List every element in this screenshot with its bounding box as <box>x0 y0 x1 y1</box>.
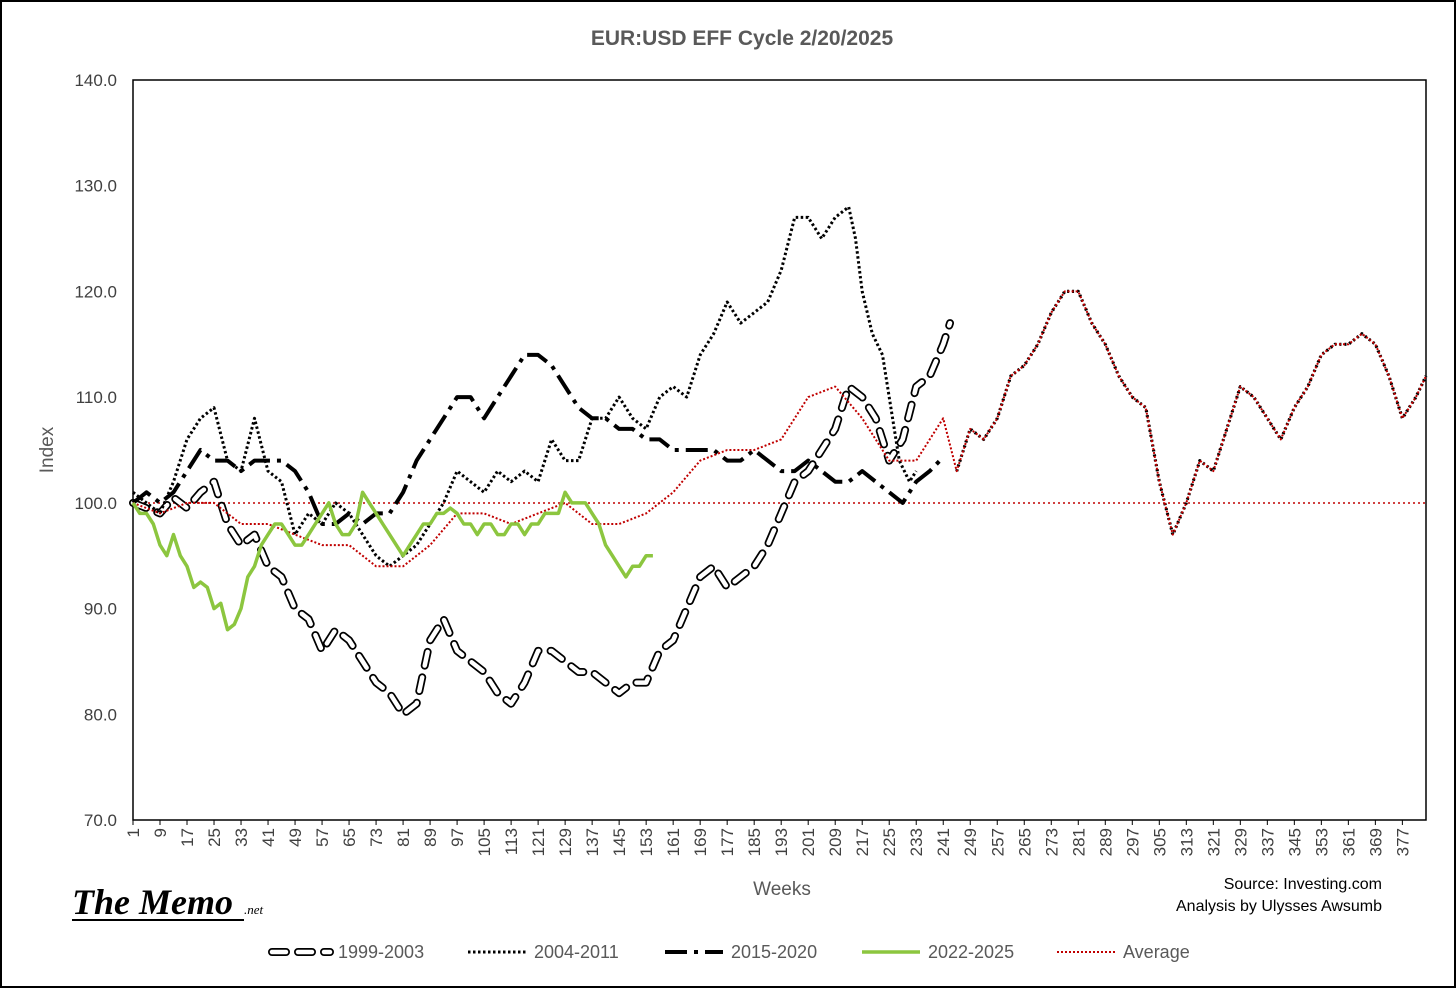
series-line-2022-2025 <box>131 490 653 632</box>
x-tick-label: 73 <box>367 828 386 847</box>
y-tick-label: 110.0 <box>76 388 117 407</box>
plot-area <box>132 79 1427 821</box>
x-tick-label: 185 <box>745 828 764 856</box>
x-tick-label: 105 <box>475 828 494 856</box>
x-tick-label: 361 <box>1339 828 1358 856</box>
x-tick-label: 297 <box>1123 828 1142 856</box>
x-tick-label: 249 <box>961 828 980 856</box>
x-tick-label: 281 <box>1069 828 1088 856</box>
x-tick-label: 257 <box>988 828 1007 856</box>
x-tick-label: 345 <box>1285 828 1304 856</box>
y-axis-ticks: 70.0 80.0 90.0 100.0 110.0 120.0 130.0 140.0 <box>74 71 117 830</box>
legend-label-2022-2025: 2022-2025 <box>928 942 1014 962</box>
chart-title: EUR:USD EFF Cycle 2/20/2025 <box>591 27 894 50</box>
legend-label-average: Average <box>1123 942 1190 962</box>
x-tick-label: 369 <box>1366 828 1385 856</box>
logo-suffix-text: .net <box>244 902 264 917</box>
series-line-2004-2011 <box>132 205 918 568</box>
x-tick-label: 137 <box>583 828 602 856</box>
y-tick-label: 130.0 <box>74 177 117 196</box>
x-tick-label: 49 <box>286 828 305 847</box>
x-tick-label: 89 <box>421 828 440 847</box>
y-axis-label: Index <box>37 426 58 473</box>
x-tick-label: 161 <box>664 828 683 856</box>
x-tick-label: 233 <box>907 828 926 856</box>
x-tick-label: 33 <box>232 828 251 847</box>
y-tick-label: 80.0 <box>84 705 117 724</box>
x-tick-label: 265 <box>1015 828 1034 856</box>
legend-label-1999-2003: 1999-2003 <box>338 942 424 962</box>
x-tick-label: 1 <box>124 828 143 837</box>
x-tick-label: 353 <box>1312 828 1331 856</box>
x-tick-label: 169 <box>691 828 710 856</box>
y-tick-label: 120.0 <box>74 282 117 301</box>
series-line-average <box>132 290 1427 568</box>
legend-label-2015-2020: 2015-2020 <box>731 942 817 962</box>
x-tick-label: 177 <box>718 828 737 856</box>
y-tick-label: 70.0 <box>84 811 117 830</box>
analysis-note: Analysis by Ulysses Awsumb <box>1176 898 1382 915</box>
x-tick-label: 321 <box>1204 828 1223 856</box>
x-tick-label: 9 <box>151 828 170 837</box>
x-tick-label: 193 <box>772 828 791 856</box>
x-tick-label: 25 <box>205 828 224 847</box>
x-tick-label: 377 <box>1393 828 1412 856</box>
x-tick-label: 289 <box>1096 828 1115 856</box>
y-tick-label: 140.0 <box>74 71 117 90</box>
x-tick-label: 273 <box>1042 828 1061 856</box>
logo: The Memo .net <box>72 882 264 922</box>
x-tick-label: 17 <box>178 828 197 847</box>
x-tick-label: 217 <box>853 828 872 856</box>
x-tick-label: 57 <box>313 828 332 847</box>
x-tick-label: 153 <box>637 828 656 856</box>
x-tick-label: 329 <box>1231 828 1250 856</box>
series-line-2015-2020 <box>131 352 942 526</box>
x-tick-label: 201 <box>799 828 818 856</box>
x-tick-label: 313 <box>1177 828 1196 856</box>
x-axis-label: Weeks <box>753 879 811 900</box>
series-layer <box>129 205 1428 719</box>
x-tick-label: 241 <box>934 828 953 856</box>
x-tick-label: 337 <box>1258 828 1277 856</box>
x-axis-ticks: 1 9 17 25 33 41 49 57 65 73 81 89 97 105 113 121 129 137 1… <box>124 820 1412 856</box>
x-tick-label: 41 <box>259 828 278 847</box>
x-tick-label: 129 <box>556 828 575 856</box>
y-tick-label: 100.0 <box>74 494 117 513</box>
source-note: Source: Investing.com <box>1224 876 1382 893</box>
x-tick-label: 225 <box>880 828 899 856</box>
x-tick-label: 209 <box>826 828 845 856</box>
x-tick-label: 81 <box>394 828 413 847</box>
series-line-1999-2003-inner <box>130 320 953 717</box>
legend-label-2004-2011: 2004-2011 <box>534 942 619 962</box>
legend: 1999-2003 2004-2011 2015-2020 2022-2025 Aver… <box>268 942 1190 962</box>
logo-main-text: The Memo <box>72 882 233 922</box>
x-tick-label: 113 <box>502 828 521 855</box>
x-tick-label: 65 <box>340 828 359 847</box>
x-tick-label: 97 <box>448 828 467 847</box>
x-tick-label: 121 <box>529 828 548 856</box>
y-tick-label: 90.0 <box>84 600 117 619</box>
x-tick-label: 145 <box>610 828 629 856</box>
x-tick-label: 305 <box>1150 828 1169 856</box>
